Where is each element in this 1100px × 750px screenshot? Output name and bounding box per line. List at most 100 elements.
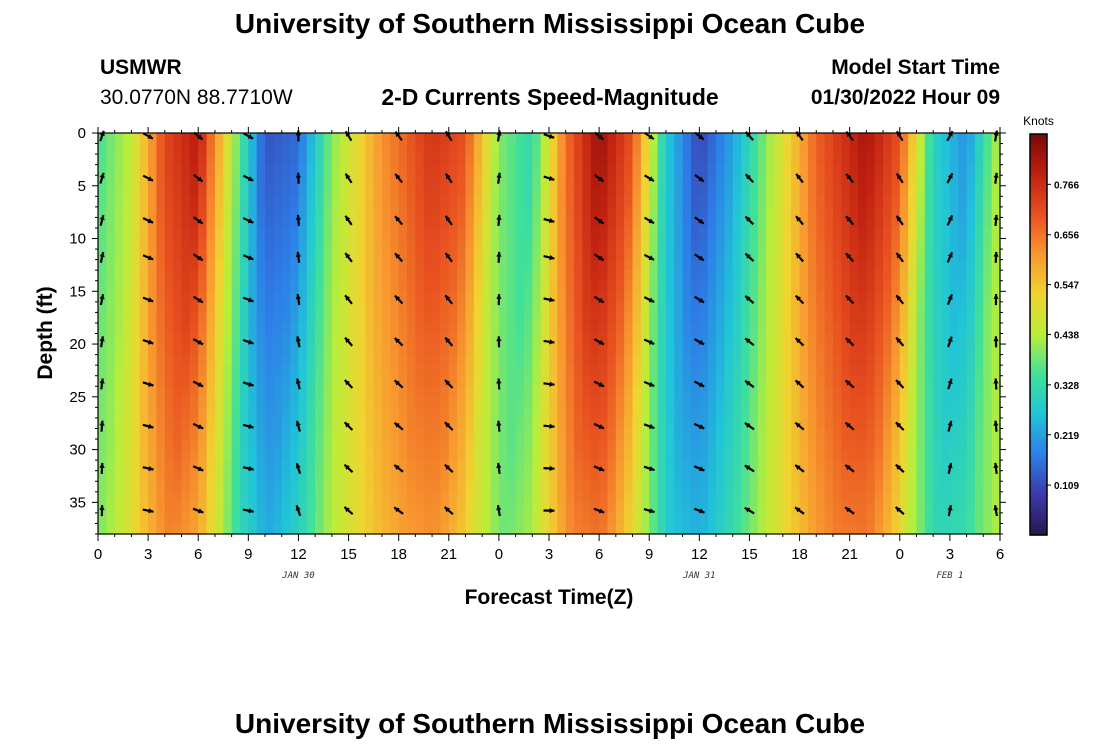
heatmap-cell [373, 344, 383, 356]
heatmap-cell [874, 154, 884, 166]
heatmap-cell [515, 322, 525, 335]
heatmap-cell [674, 238, 684, 250]
heatmap-cell [899, 270, 909, 282]
heatmap-cell [824, 386, 834, 398]
heatmap-cell [348, 259, 358, 271]
heatmap-cell [490, 206, 500, 219]
heatmap-cell [540, 227, 550, 240]
heatmap-cell [482, 185, 492, 197]
heatmap-cell [974, 407, 984, 419]
heatmap-cell [574, 185, 584, 197]
heatmap-cell [757, 470, 767, 482]
heatmap-cell [607, 196, 617, 208]
heatmap-cell [632, 470, 642, 482]
heatmap-cell [841, 512, 851, 525]
colorbar-segment [1030, 206, 1047, 210]
heatmap-cell [983, 291, 993, 303]
heatmap-cell [315, 449, 325, 461]
heatmap-cell [214, 217, 224, 229]
heatmap-cell [732, 407, 742, 419]
heatmap-cell [106, 417, 116, 430]
heatmap-cell [549, 470, 558, 482]
heatmap-cell [148, 154, 158, 166]
heatmap-cell [123, 206, 133, 219]
heatmap-cell [223, 175, 233, 187]
heatmap-cell [665, 175, 675, 187]
heatmap-cell [173, 133, 183, 145]
heatmap-cell [457, 301, 467, 313]
heatmap-cell [891, 428, 901, 440]
heatmap-cell [206, 227, 216, 240]
x-tick-label: 0 [495, 546, 503, 563]
heatmap-cell [306, 227, 316, 240]
heatmap-cell [908, 249, 918, 261]
heatmap-cell [891, 301, 901, 313]
heatmap-cell [690, 301, 700, 313]
heatmap-cell [473, 206, 483, 219]
current-vector-arrow [693, 380, 705, 388]
heatmap-cell [281, 143, 291, 155]
heatmap-cell [239, 280, 249, 292]
heatmap-cell [958, 512, 968, 525]
heatmap-cell [741, 481, 751, 493]
heatmap-cell [549, 502, 558, 514]
heatmap-cell [407, 291, 416, 303]
heatmap-cell [599, 375, 609, 387]
heatmap-cell [348, 322, 358, 335]
colorbar-segment [1030, 449, 1047, 453]
heatmap-cell [98, 344, 107, 356]
heatmap-cell [615, 491, 625, 503]
heatmap-cell [816, 280, 826, 292]
heatmap-cell [774, 439, 784, 451]
heatmap-cell [281, 133, 291, 145]
heatmap-cell [123, 502, 133, 514]
colorbar-segment [1030, 374, 1047, 378]
heatmap-cell [306, 196, 316, 208]
current-vector-arrow [142, 508, 154, 514]
colorbar-segment [1030, 251, 1047, 255]
heatmap-cell [340, 143, 350, 155]
heatmap-cell [181, 396, 191, 408]
heatmap-cell [899, 280, 909, 292]
heatmap-cell [482, 439, 492, 451]
heatmap-cell [866, 143, 876, 155]
heatmap-cell [164, 196, 174, 208]
heatmap-cell [657, 481, 667, 493]
heatmap-cell [265, 386, 274, 398]
heatmap-cell [966, 354, 976, 366]
heatmap-cell [415, 154, 425, 166]
heatmap-cell [858, 502, 867, 514]
heatmap-cell [615, 417, 625, 430]
heatmap-cell [958, 143, 968, 155]
heatmap-cell [624, 417, 634, 430]
heatmap-cell [407, 133, 416, 145]
current-vector-arrow [845, 294, 855, 305]
colorbar-segment [1030, 191, 1047, 195]
heatmap-cell [532, 133, 542, 145]
heatmap-cell [615, 175, 625, 187]
heatmap-cell [164, 502, 174, 514]
heatmap-cell [649, 259, 659, 271]
heatmap-cell [365, 344, 375, 356]
heatmap-cell [356, 217, 366, 229]
current-vector-arrow [644, 174, 655, 183]
colorbar-segment [1030, 179, 1047, 183]
heatmap-cell [874, 417, 884, 430]
heatmap-cell [933, 196, 943, 208]
heatmap-cell [323, 333, 333, 345]
heatmap-cell [148, 322, 158, 335]
heatmap-cell [373, 280, 383, 292]
heatmap-cell [883, 502, 893, 514]
heatmap-cell [231, 238, 241, 250]
heatmap-cell [849, 470, 859, 482]
heatmap-cell [757, 491, 767, 503]
heatmap-cell [340, 312, 350, 324]
heatmap-cell [123, 407, 133, 419]
heatmap-cell [248, 322, 258, 335]
heatmap-cell [774, 238, 784, 250]
heatmap-cell [523, 301, 533, 313]
heatmap-cell [832, 417, 842, 430]
heatmap-cell [139, 354, 149, 366]
current-vector-arrow [99, 505, 105, 517]
